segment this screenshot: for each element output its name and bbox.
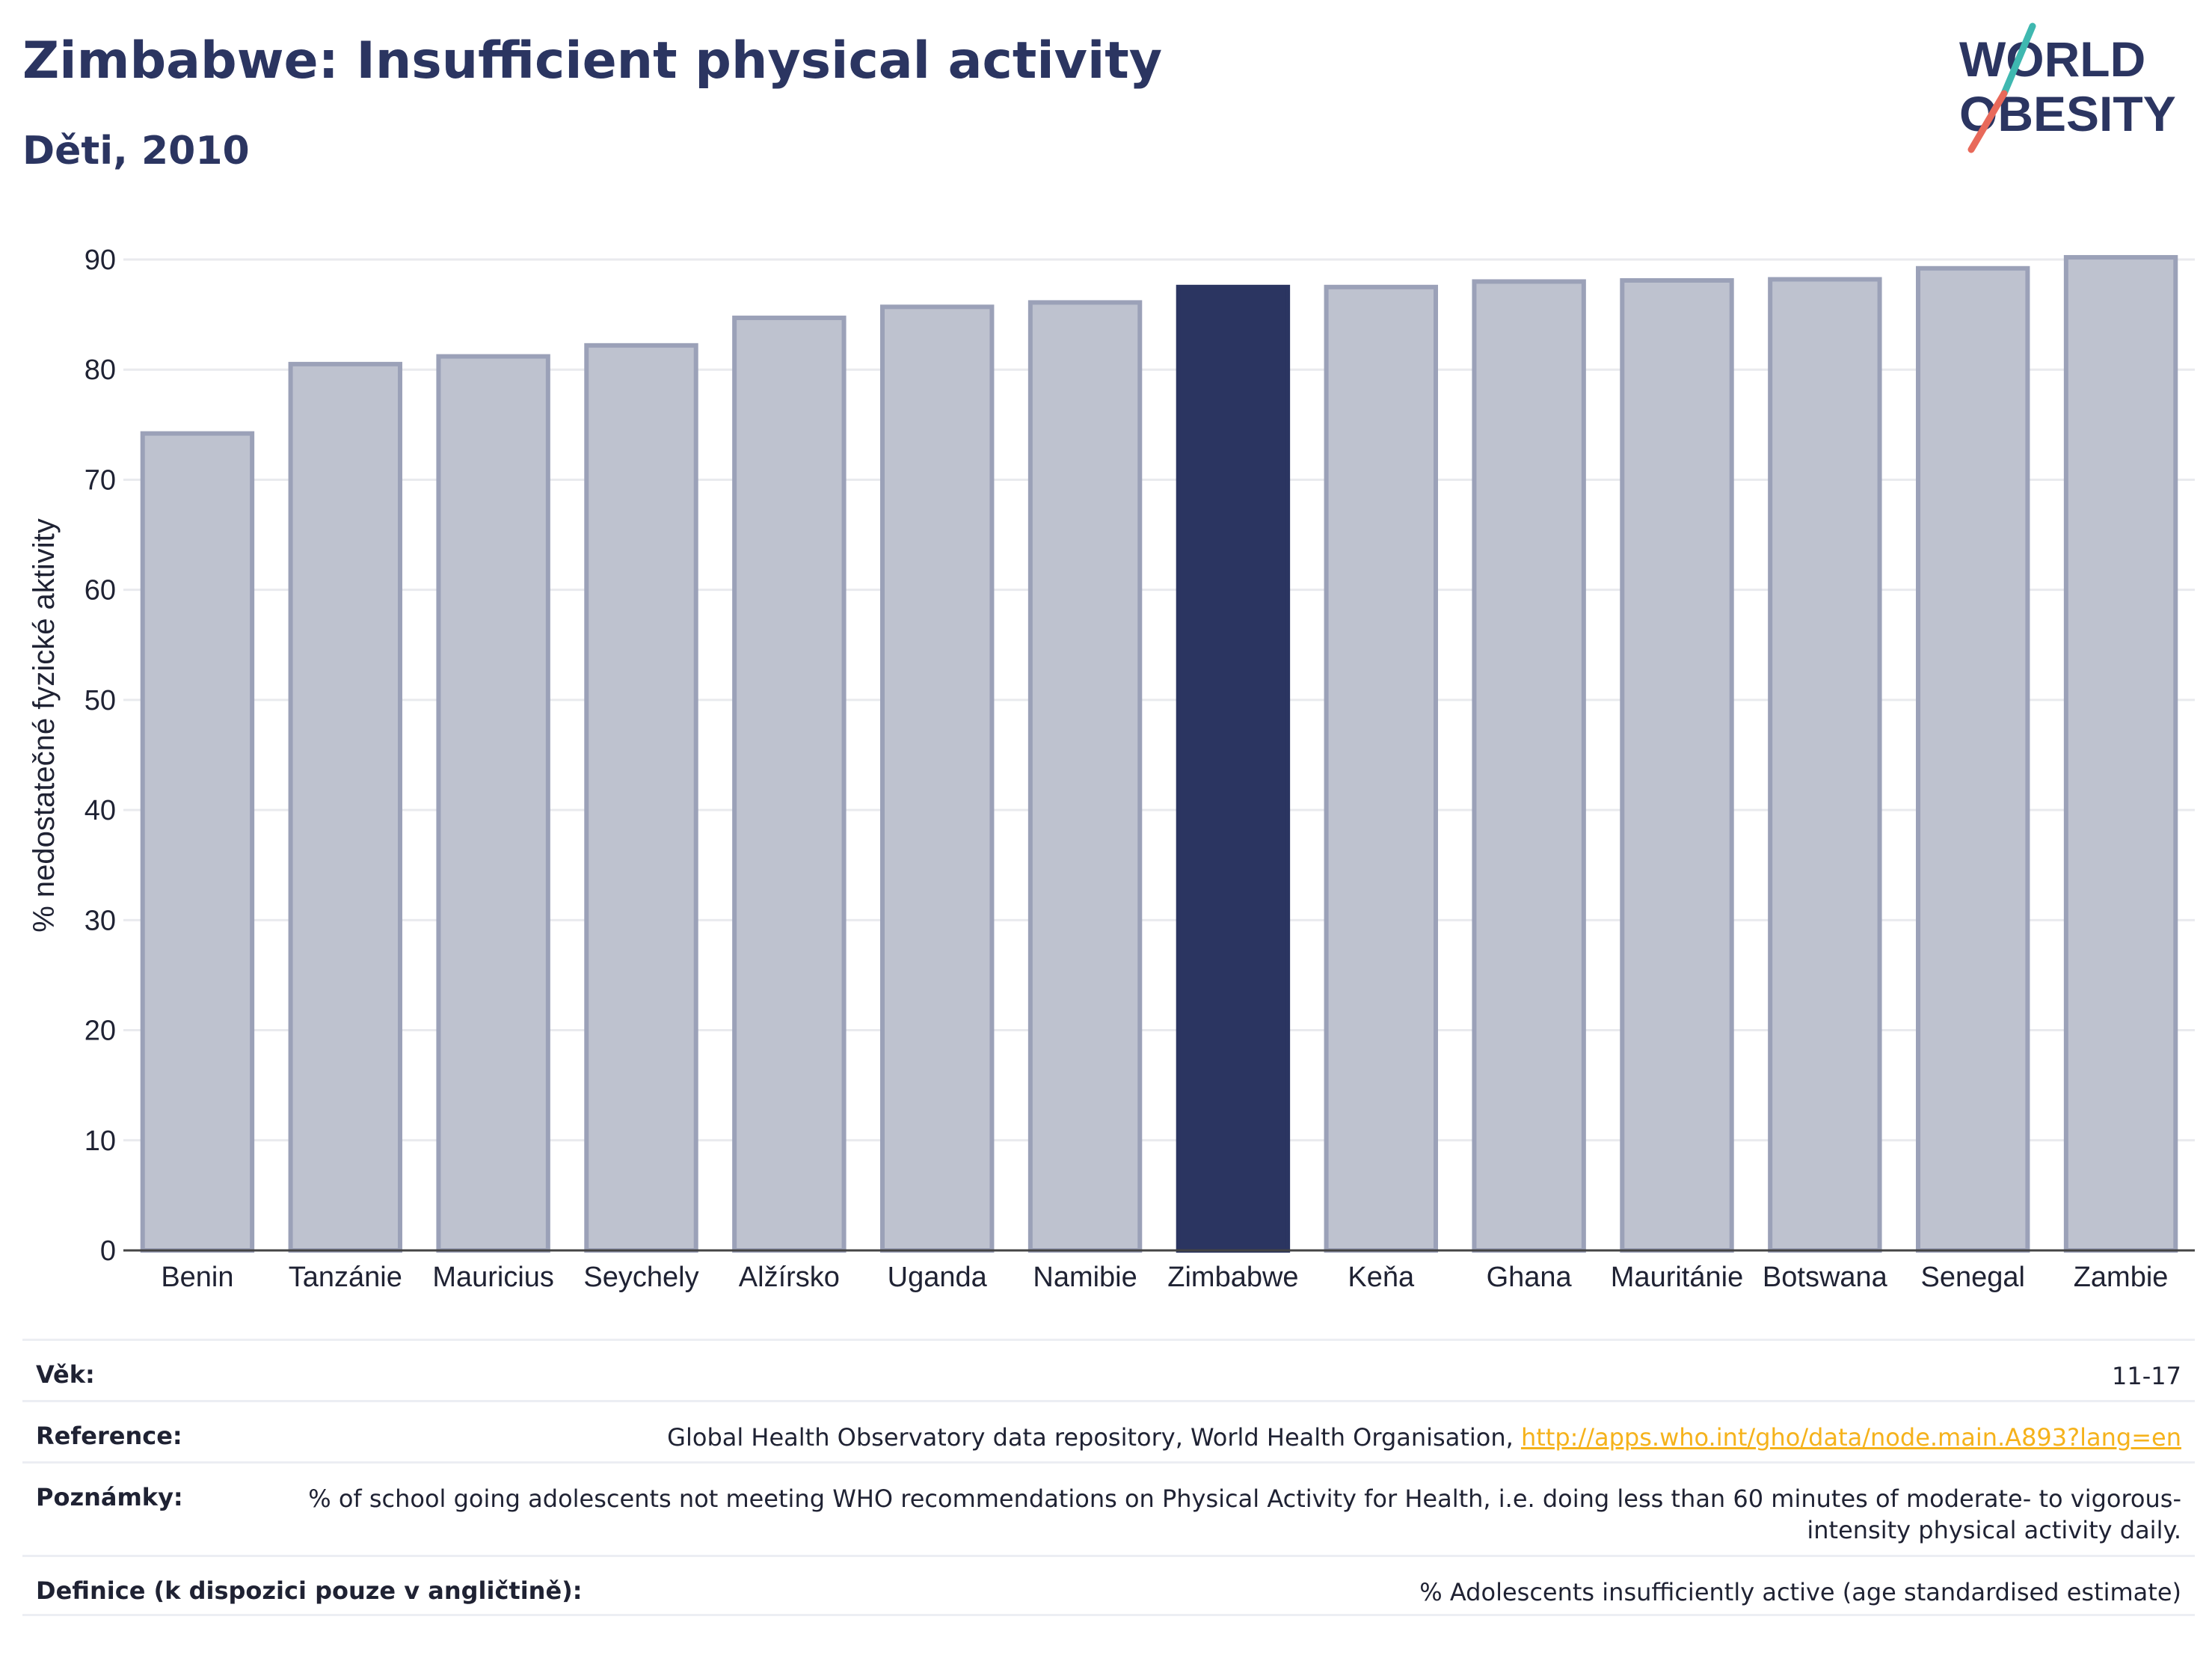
bar-seychely: [584, 343, 698, 1253]
info-label: Poznámky:: [36, 1483, 183, 1511]
bar-botswana: [1768, 277, 1882, 1253]
info-value: 11-17: [125, 1360, 2181, 1392]
x-tick-label: Ghana: [1487, 1262, 1573, 1293]
x-tick-label: Tanzánie: [289, 1262, 402, 1293]
chart-title: Zimbabwe: Insufficient physical activity: [22, 31, 1163, 90]
info-row: Poznámky: % of school going adolescents n…: [22, 1461, 2195, 1555]
bar-mauritánie: [1620, 277, 1734, 1253]
bar-benin: [140, 431, 255, 1253]
logo-slash-bottom: [1967, 90, 2008, 153]
x-tick-label: Botswana: [1763, 1262, 1888, 1293]
bar-uganda: [880, 304, 995, 1253]
x-tick-label: Keňa: [1348, 1262, 1415, 1293]
info-value-text: Global Health Observatory data repositor…: [667, 1423, 1521, 1452]
bar-mauricius: [436, 354, 550, 1253]
x-tick-label: Zimbabwe: [1167, 1262, 1298, 1293]
chart-subtitle: Děti, 2010: [22, 129, 250, 174]
y-tick-label: 50: [85, 685, 116, 716]
bar-tanzánie: [288, 361, 402, 1253]
info-label: Věk:: [36, 1360, 95, 1389]
x-tick-label: Mauritánie: [1611, 1262, 1743, 1293]
x-tick-label: Namibie: [1033, 1262, 1137, 1293]
y-tick-label: 70: [85, 464, 116, 496]
x-tick-label: Alžírsko: [739, 1262, 840, 1293]
bar-ghana: [1472, 279, 1586, 1253]
info-value-text: % of school going adolescents not meetin…: [308, 1484, 2181, 1544]
info-value: % of school going adolescents not meetin…: [213, 1483, 2181, 1546]
y-tick-label: 90: [85, 245, 116, 276]
info-value: % Adolescents insufficiently active (age…: [612, 1576, 2181, 1608]
bar-keňa: [1324, 284, 1438, 1253]
y-tick-label: 60: [85, 575, 116, 607]
x-tick-label: Senegal: [1920, 1262, 2024, 1293]
info-label: Reference:: [36, 1422, 182, 1450]
reference-link[interactable]: http://apps.who.int/gho/data/node.main.A…: [1520, 1423, 2181, 1452]
info-row: Reference: Global Health Observatory data…: [22, 1400, 2195, 1461]
y-tick-label: 30: [85, 905, 116, 936]
bars: [140, 255, 2178, 1253]
x-tick-label: Benin: [161, 1262, 233, 1293]
bar-namibie: [1027, 300, 1143, 1253]
bar-senegal: [1916, 265, 2030, 1253]
bar-zambie: [2063, 255, 2178, 1253]
bar-chart: 0 10 20 30 40 50 60 70 80 90 Benin Tanzánie Mauriciu…: [28, 245, 2195, 1293]
logo-line1: WORLD: [1959, 31, 2145, 87]
y-axis-label: % nedostatečné fyzické aktivity: [28, 518, 61, 933]
info-value: Global Health Observatory data repositor…: [212, 1422, 2181, 1453]
y-tick-label: 20: [85, 1016, 116, 1047]
info-row: Věk: 11-17: [22, 1339, 2195, 1400]
x-tick-label: Zambie: [2074, 1262, 2169, 1293]
world-obesity-logo: WORLD OBESITY: [1959, 22, 2176, 153]
tick-labels: 0 10 20 30 40 50 60 70 80 90 Benin Tanzánie Mauriciu…: [85, 245, 2169, 1293]
y-tick-label: 10: [85, 1126, 116, 1157]
y-tick-label: 80: [85, 354, 116, 386]
y-tick-label: 0: [100, 1235, 116, 1267]
x-tick-label: Uganda: [888, 1262, 988, 1293]
x-tick-label: Mauricius: [432, 1262, 554, 1293]
bar-alžírsko: [732, 316, 847, 1253]
grid-lines: [123, 258, 2195, 1142]
y-tick-label: 40: [85, 795, 116, 826]
info-label: Definice (k dispozici pouze v angličtině…: [36, 1576, 583, 1605]
info-value-text: % Adolescents insufficiently active (age…: [1419, 1578, 2181, 1606]
info-table: Věk: 11-17 Reference: Global Health Observa…: [22, 1339, 2195, 1616]
info-value-text: 11-17: [2112, 1362, 2181, 1390]
x-tick-label: Seychely: [583, 1262, 698, 1293]
logo-slash-top: [2000, 22, 2036, 97]
info-row: Definice (k dispozici pouze v angličtině…: [22, 1555, 2195, 1616]
bar-zimbabwe: [1176, 284, 1291, 1253]
